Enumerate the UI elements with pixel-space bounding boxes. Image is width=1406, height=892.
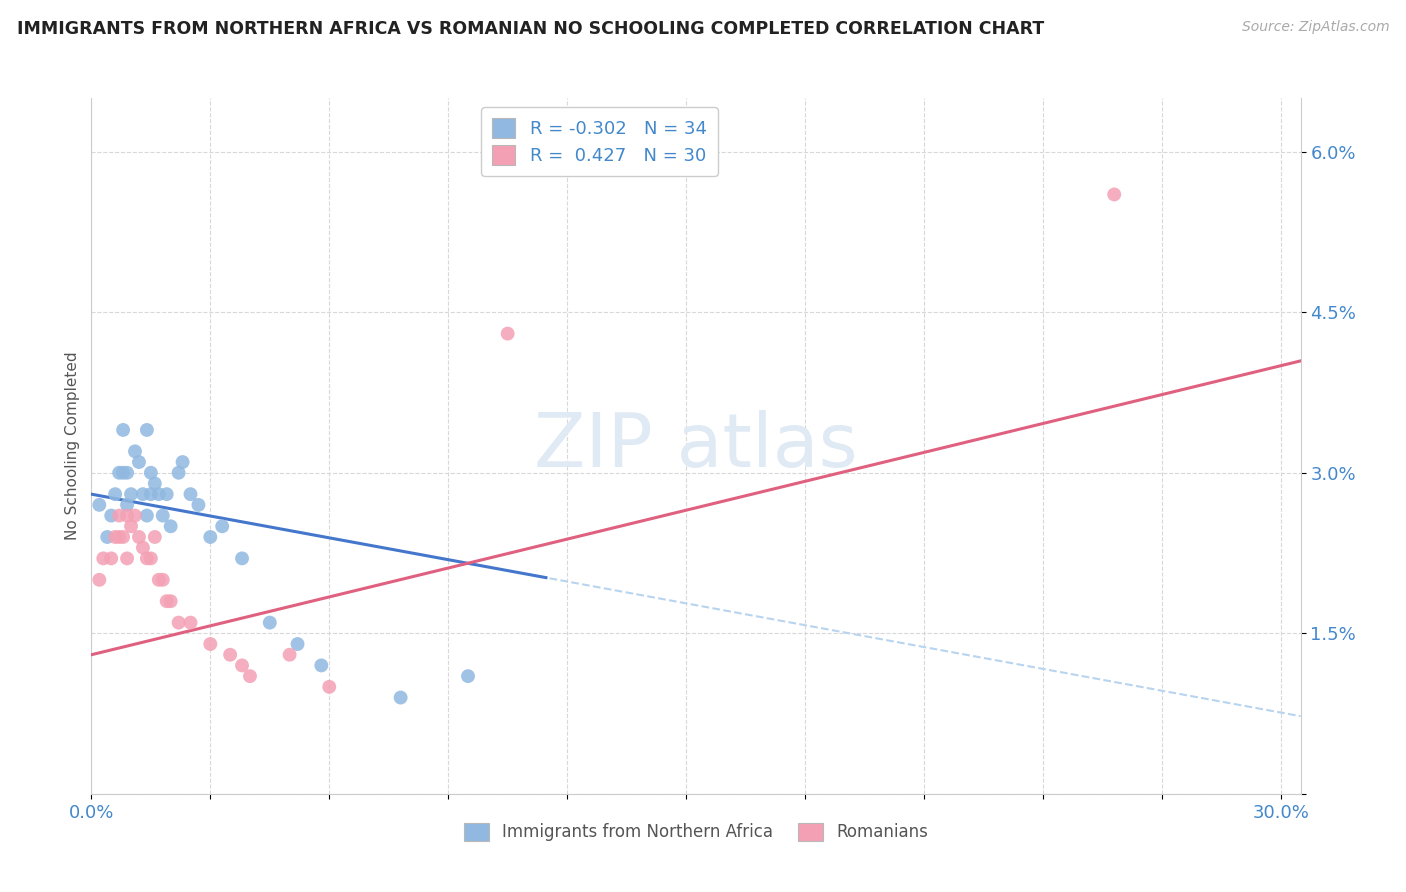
Point (311, 658, 333, 673)
Point (112, 423, 135, 437)
Point (115, 551, 138, 566)
Point (159, 519, 181, 533)
Point (128, 530, 150, 544)
Text: IMMIGRANTS FROM NORTHERN AFRICA VS ROMANIAN NO SCHOOLING COMPLETED CORRELATION C: IMMIGRANTS FROM NORTHERN AFRICA VS ROMAN… (17, 20, 1045, 37)
Text: ZIP atlas: ZIP atlas (534, 409, 858, 483)
Point (1102, 187, 1125, 202)
Point (104, 487, 127, 501)
Point (112, 530, 135, 544)
Point (239, 669, 262, 683)
Point (156, 487, 179, 501)
Point (148, 573, 170, 587)
Point (108, 466, 131, 480)
Point (219, 648, 242, 662)
Point (159, 594, 181, 608)
Point (124, 508, 146, 523)
Text: Source: ZipAtlas.com: Source: ZipAtlas.com (1241, 20, 1389, 34)
Point (172, 455, 194, 469)
Point (389, 690, 412, 705)
Point (100, 508, 122, 523)
Point (115, 498, 138, 512)
Point (179, 615, 201, 630)
Point (211, 519, 233, 533)
Point (259, 615, 281, 630)
Point (112, 466, 135, 480)
Point (231, 658, 253, 673)
Legend: Immigrants from Northern Africa, Romanians: Immigrants from Northern Africa, Romania… (457, 816, 935, 848)
Point (96, 530, 118, 544)
Point (167, 615, 190, 630)
Point (143, 530, 166, 544)
Point (128, 455, 150, 469)
Point (139, 487, 162, 501)
Point (156, 594, 179, 608)
Point (135, 551, 157, 566)
Point (143, 476, 166, 491)
Point (91, 551, 114, 566)
Point (187, 498, 209, 512)
Point (108, 508, 131, 523)
Point (167, 466, 190, 480)
Point (318, 680, 340, 694)
Point (89, 498, 111, 512)
Point (179, 487, 201, 501)
Point (152, 508, 174, 523)
Point (115, 466, 138, 480)
Point (200, 530, 222, 544)
Point (278, 648, 301, 662)
Point (135, 423, 157, 437)
Point (287, 637, 309, 651)
Point (124, 444, 146, 458)
Point (139, 551, 162, 566)
Point (89, 573, 111, 587)
Y-axis label: No Schooling Completed: No Schooling Completed (65, 351, 80, 541)
Point (457, 669, 479, 683)
Point (108, 530, 131, 544)
Point (120, 519, 142, 533)
Point (135, 508, 157, 523)
Point (120, 487, 142, 501)
Point (148, 487, 170, 501)
Point (200, 637, 222, 651)
Point (231, 551, 253, 566)
Point (496, 326, 519, 341)
Point (132, 541, 155, 555)
Point (100, 551, 122, 566)
Point (115, 508, 138, 523)
Point (139, 466, 162, 480)
Point (152, 573, 174, 587)
Point (104, 530, 127, 544)
Point (132, 487, 155, 501)
